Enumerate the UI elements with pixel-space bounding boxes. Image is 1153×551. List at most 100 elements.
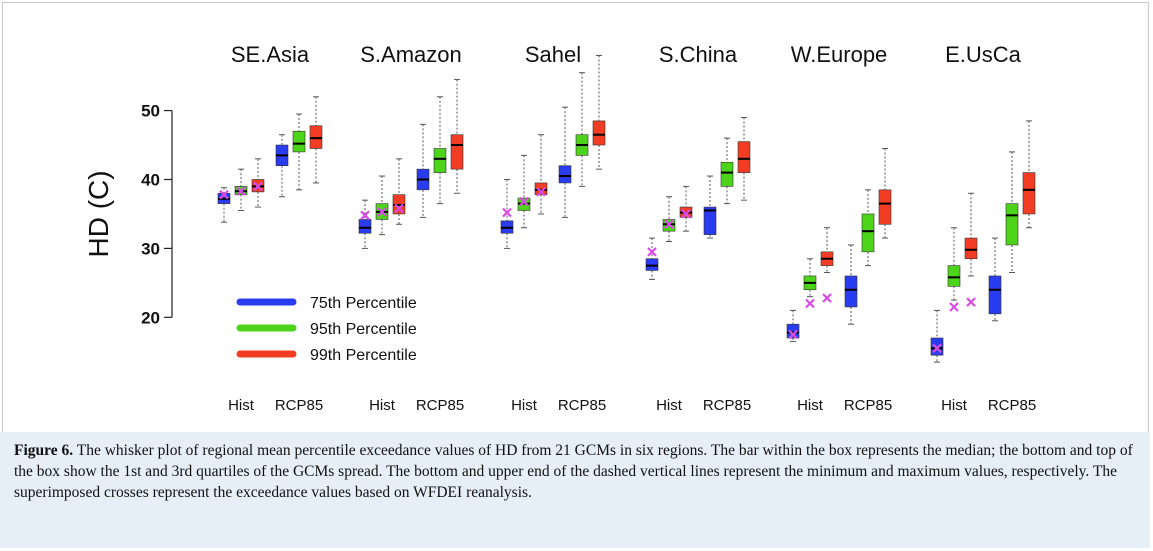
region-title: S.China: [659, 42, 738, 67]
box-rcp: [575, 72, 589, 187]
reanalysis-cross: [219, 189, 229, 200]
reanalysis-cross: [647, 247, 657, 257]
reanalysis-cross: [519, 196, 529, 207]
box-hist: [217, 187, 231, 223]
x-tick-label-hist: Hist: [369, 397, 396, 414]
box-hist: [645, 237, 659, 280]
y-tick-label: 50: [141, 102, 160, 121]
box-rcp: [1005, 151, 1019, 274]
box-hist: [358, 199, 372, 249]
iqr-box: [844, 275, 858, 308]
reanalysis-cross: [536, 187, 546, 197]
box-rcp: [309, 96, 323, 184]
box-rcp: [592, 54, 606, 170]
reanalysis-cross: [822, 293, 832, 303]
iqr-box: [1022, 172, 1036, 215]
iqr-box: [988, 275, 1002, 315]
box-rcp: [1022, 120, 1036, 229]
box-hist: [679, 185, 693, 232]
reanalysis-cross: [502, 207, 512, 218]
box-rcp: [703, 175, 717, 239]
iqr-box: [703, 206, 717, 235]
legend-label: 75th Percentile: [310, 295, 417, 312]
box-hist: [947, 227, 961, 312]
box-rcp: [878, 147, 892, 239]
reanalysis-cross: [949, 302, 959, 312]
iqr-box: [720, 161, 734, 187]
reanalysis-cross: [932, 343, 942, 354]
boxplot-chart: SE.Asia S.Amazon Sahel S.China W.Europe E.UsC…: [83, 42, 1036, 414]
box-rcp: [861, 189, 875, 267]
box-hist: [517, 154, 531, 229]
box-hist: [392, 158, 406, 225]
box-hist: [786, 309, 800, 342]
iqr-box: [309, 125, 323, 149]
region-title: S.Amazon: [360, 42, 462, 67]
region-title: SE.Asia: [231, 42, 310, 67]
reanalysis-cross: [966, 297, 976, 307]
reanalysis-cross: [805, 298, 815, 309]
box-hist: [234, 168, 248, 211]
box-hist: [964, 192, 978, 307]
reanalysis-cross: [360, 210, 370, 221]
x-tick-label-rcp85: RCP85: [558, 397, 606, 414]
iqr-box: [358, 219, 372, 234]
iqr-box: [947, 265, 961, 287]
iqr-box: [1005, 203, 1019, 246]
x-tick-labels: Hist RCP85 Hist RCP85 Hist RCP85 Hist RCP85 Hist…: [228, 397, 1036, 414]
box-rcp: [416, 123, 430, 218]
box-hist: [820, 227, 834, 303]
iqr-box: [292, 130, 306, 153]
iqr-box: [737, 141, 751, 173]
reanalysis-cross: [664, 219, 674, 230]
x-tick-label-hist: Hist: [228, 397, 255, 414]
region-title: W.Europe: [791, 42, 888, 67]
iqr-box: [450, 134, 464, 170]
x-tick-label-hist: Hist: [797, 397, 824, 414]
reanalysis-cross: [681, 209, 691, 219]
box-rcp: [844, 244, 858, 325]
box-hist: [375, 175, 389, 236]
x-tick-label-rcp85: RCP85: [703, 397, 751, 414]
iqr-box: [786, 323, 800, 339]
box-rcp: [720, 137, 734, 205]
box-rcp: [292, 113, 306, 191]
reanalysis-cross: [394, 203, 404, 214]
region-title: E.UsCa: [945, 42, 1022, 67]
reanalysis-cross: [788, 329, 798, 340]
figure-caption: Figure 6. The whisker plot of regional m…: [0, 432, 1150, 548]
plot-area: [217, 54, 1036, 363]
caption-text: The whisker plot of regional mean percen…: [14, 442, 1133, 501]
box-hist: [500, 178, 514, 249]
reanalysis-cross: [253, 181, 263, 192]
reanalysis-cross: [236, 186, 246, 196]
x-tick-label-hist: Hist: [941, 397, 968, 414]
y-tick-label: 20: [141, 308, 160, 327]
iqr-box: [930, 337, 944, 356]
box-rcp: [450, 79, 464, 194]
box-rcp: [433, 96, 447, 205]
box-hist: [662, 196, 676, 243]
iqr-box: [433, 148, 447, 173]
y-axis: 20 30 40 50 HD (C): [83, 102, 173, 327]
box-rcp: [558, 106, 572, 218]
y-axis-label: HD (C): [83, 170, 114, 257]
legend-label: 95th Percentile: [310, 321, 417, 338]
box-hist: [803, 258, 817, 309]
iqr-box: [592, 120, 606, 146]
region-titles: SE.Asia S.Amazon Sahel S.China W.Europe E.UsC…: [231, 42, 1022, 67]
iqr-box: [534, 182, 548, 195]
legend: 75th Percentile 95th Percentile 99th Perce…: [236, 295, 417, 364]
x-tick-label-rcp85: RCP85: [844, 397, 892, 414]
box-rcp: [988, 237, 1002, 322]
box-rcp: [275, 134, 289, 198]
x-tick-label-rcp85: RCP85: [416, 397, 464, 414]
iqr-box: [558, 165, 572, 184]
y-tick-label: 40: [141, 170, 160, 189]
box-hist: [251, 158, 265, 208]
box-rcp: [737, 116, 751, 201]
iqr-box: [861, 213, 875, 253]
iqr-box: [964, 237, 978, 260]
box-hist: [534, 134, 548, 215]
x-tick-label-rcp85: RCP85: [988, 397, 1036, 414]
